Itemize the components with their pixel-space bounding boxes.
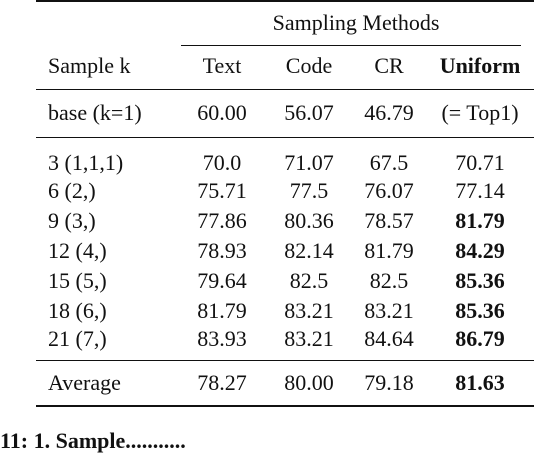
cell-uniform-best: 81.63 <box>426 359 534 407</box>
cell-cr: 46.79 <box>352 88 426 137</box>
table-caption-fragment: 11: 1. Sample........... <box>0 428 186 453</box>
cell-cr: 76.07 <box>364 177 414 203</box>
table-row: 21 (7,) 83.93 83.21 84.64 86.79 <box>36 326 534 361</box>
row-label: 9 (3,) <box>48 207 96 233</box>
row-label: base (k=1) <box>36 88 178 137</box>
row-label: 18 (6,) <box>48 297 107 323</box>
results-table-container: Sampling Methods Sample k Text Code CR U… <box>36 0 534 407</box>
cell-uniform-best: 86.79 <box>455 325 505 351</box>
column-header-code: Code <box>285 52 333 78</box>
cell-code: 83.21 <box>284 325 334 351</box>
table-row: 18 (6,) 81.79 83.21 83.21 85.36 <box>36 296 534 326</box>
cell-text: 70.0 <box>178 136 266 176</box>
row-label: 12 (4,) <box>48 237 107 263</box>
cell-code: 80.36 <box>284 207 334 233</box>
cell-uniform-best: 85.36 <box>455 297 505 323</box>
cell-cr: 84.64 <box>364 325 414 351</box>
cell-text: 77.86 <box>197 207 247 233</box>
table-row: 15 (5,) 79.64 82.5 82.5 85.36 <box>36 266 534 296</box>
table-row: 6 (2,) 75.71 77.5 76.07 77.14 <box>36 176 534 206</box>
column-header-row: Sample k Text Code CR Uniform <box>36 43 534 89</box>
row-label: 21 (7,) <box>48 325 107 351</box>
cell-uniform-best: 81.79 <box>455 207 505 233</box>
cell-cr: 78.57 <box>364 207 414 233</box>
cell-text: 79.64 <box>197 267 247 293</box>
table-row: 9 (3,) 77.86 80.36 78.57 81.79 <box>36 206 534 236</box>
sampling-methods-header: Sampling Methods <box>178 0 534 43</box>
row-label: 3 (1,1,1) <box>36 136 178 176</box>
row-label: 15 (5,) <box>48 267 107 293</box>
cell-code: 82.14 <box>284 237 334 263</box>
cell-uniform-best: 85.36 <box>455 267 505 293</box>
cell-text: 78.93 <box>197 237 247 263</box>
cell-text: 81.79 <box>197 297 247 323</box>
group-header-rule <box>181 45 521 46</box>
cell-text: 75.71 <box>197 177 247 203</box>
cell-code: 80.00 <box>266 359 352 407</box>
cell-cr: 81.79 <box>364 237 414 263</box>
cell-code: 83.21 <box>284 297 334 323</box>
results-table: Sampling Methods Sample k Text Code CR U… <box>36 0 534 407</box>
cell-text: 78.27 <box>178 359 266 407</box>
sample-k-header: Sample k <box>48 52 131 78</box>
column-header-cr: CR <box>374 52 404 78</box>
cell-cr: 82.5 <box>369 267 409 293</box>
cell-uniform: 70.71 <box>426 136 534 176</box>
cell-code: 56.07 <box>266 88 352 137</box>
empty-corner-cell <box>36 0 178 43</box>
cell-code: 77.5 <box>289 177 329 203</box>
column-header-text: Text <box>202 52 242 78</box>
cell-text: 83.93 <box>197 325 247 351</box>
base-row: base (k=1) 60.00 56.07 46.79 (= Top1) <box>36 88 534 137</box>
cell-text: 60.00 <box>178 88 266 137</box>
group-header-row: Sampling Methods <box>36 0 534 43</box>
cell-code: 71.07 <box>266 136 352 176</box>
cell-uniform-best: 84.29 <box>455 237 505 263</box>
cell-cr: 79.18 <box>352 359 426 407</box>
cell-uniform: 77.14 <box>455 177 505 203</box>
table-row: 12 (4,) 78.93 82.14 81.79 84.29 <box>36 236 534 266</box>
row-label: Average <box>36 359 178 407</box>
average-row: Average 78.27 80.00 79.18 81.63 <box>36 359 534 407</box>
row-label: 6 (2,) <box>48 177 96 203</box>
cell-cr: 67.5 <box>352 136 426 176</box>
table-row: 3 (1,1,1) 70.0 71.07 67.5 70.71 <box>36 136 534 176</box>
cell-cr: 83.21 <box>364 297 414 323</box>
cell-code: 82.5 <box>289 267 329 293</box>
cell-uniform: (= Top1) <box>426 88 534 137</box>
column-header-uniform: Uniform <box>439 52 521 78</box>
